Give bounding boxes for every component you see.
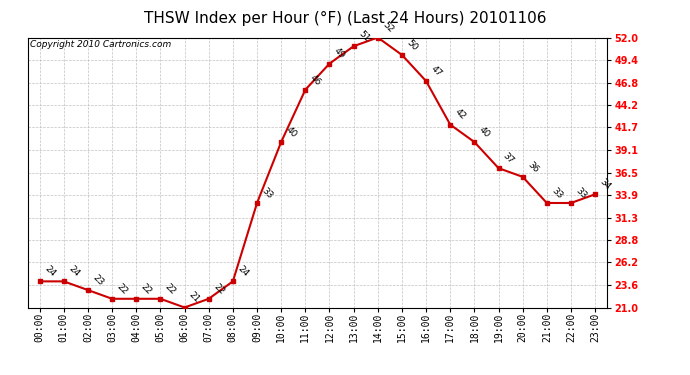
Text: 42: 42: [453, 108, 467, 122]
Text: 24: 24: [43, 264, 57, 279]
Text: 49: 49: [333, 46, 346, 61]
Text: 21: 21: [188, 290, 201, 305]
Text: 24: 24: [67, 264, 81, 279]
Text: 33: 33: [574, 186, 589, 200]
Text: 33: 33: [260, 186, 275, 200]
Text: 22: 22: [139, 282, 153, 296]
Text: 37: 37: [502, 151, 516, 165]
Text: 51: 51: [357, 29, 371, 44]
Text: 34: 34: [598, 177, 612, 192]
Text: 40: 40: [477, 125, 491, 139]
Text: 22: 22: [212, 282, 226, 296]
Text: Copyright 2010 Cartronics.com: Copyright 2010 Cartronics.com: [30, 40, 172, 49]
Text: 46: 46: [308, 73, 322, 87]
Text: 33: 33: [550, 186, 564, 200]
Text: THSW Index per Hour (°F) (Last 24 Hours) 20101106: THSW Index per Hour (°F) (Last 24 Hours)…: [144, 11, 546, 26]
Text: 22: 22: [115, 282, 129, 296]
Text: 52: 52: [381, 20, 395, 35]
Text: 40: 40: [284, 125, 298, 139]
Text: 24: 24: [236, 264, 250, 279]
Text: 36: 36: [526, 160, 540, 174]
Text: 22: 22: [164, 282, 177, 296]
Text: 23: 23: [91, 273, 105, 287]
Text: 47: 47: [429, 64, 443, 78]
Text: 50: 50: [405, 38, 420, 52]
